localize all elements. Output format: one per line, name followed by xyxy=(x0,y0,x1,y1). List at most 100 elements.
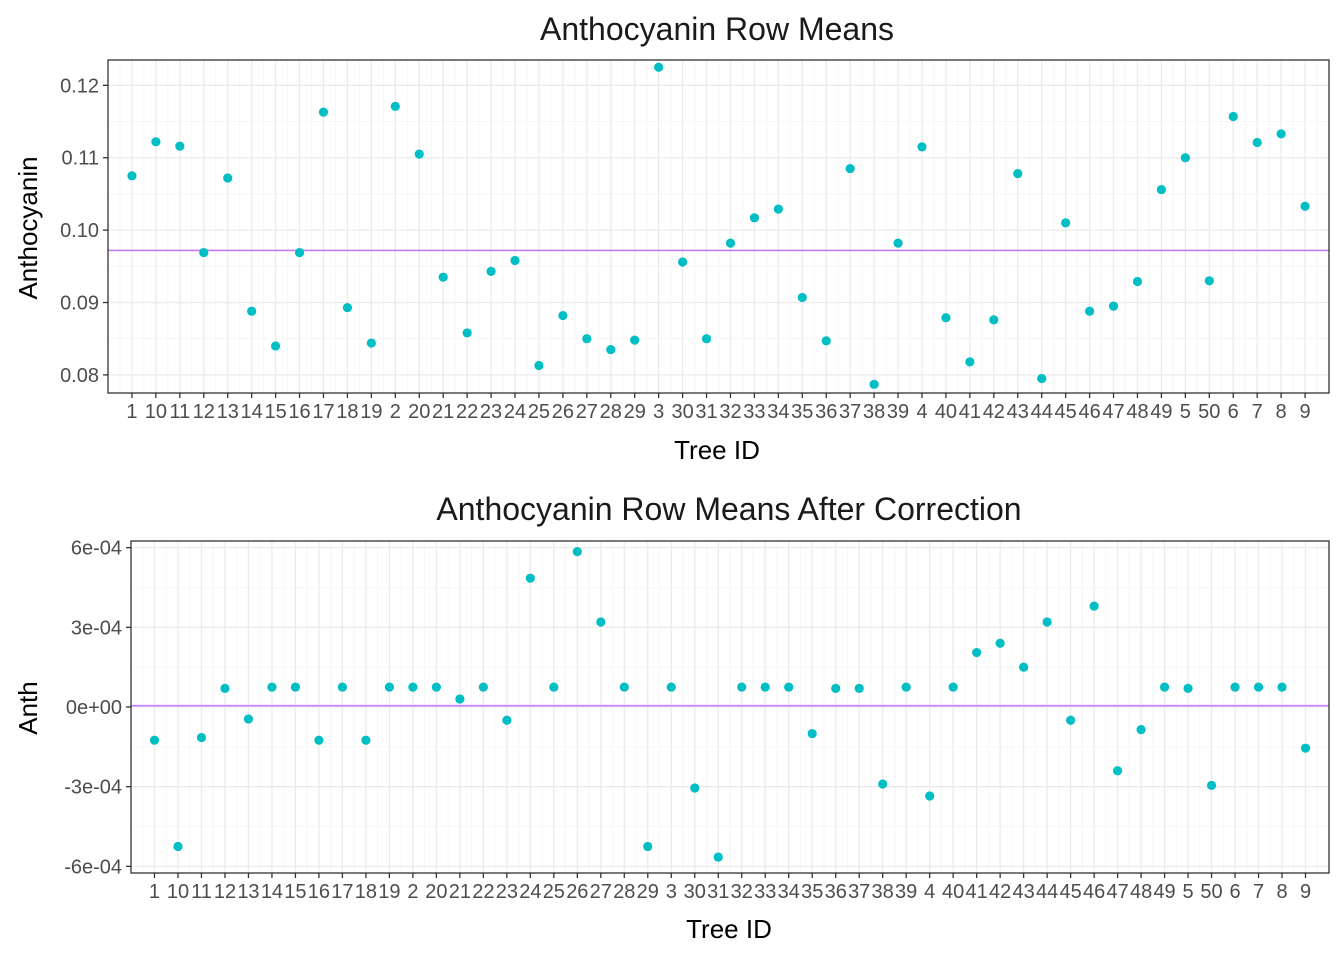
x-tick-label: 5 xyxy=(1182,881,1193,903)
x-tick-label: 28 xyxy=(613,881,635,903)
data-point xyxy=(619,682,629,692)
x-tick-label: 35 xyxy=(801,881,823,903)
data-point xyxy=(1112,766,1123,776)
data-point xyxy=(1037,373,1047,384)
x-tick-label: 31 xyxy=(707,881,729,903)
x-tick-label: 49 xyxy=(1150,401,1172,423)
data-point xyxy=(290,682,301,692)
data-point xyxy=(1230,682,1240,692)
data-point xyxy=(878,779,888,789)
x-axis: 1 10 11 12 13 14 15 16 17 18 19 2 20 21 22 23 24 25 26 27 28… xyxy=(126,393,1311,423)
data-point xyxy=(1042,617,1052,627)
data-point xyxy=(525,573,535,583)
data-point xyxy=(390,101,400,111)
x-tick-label: 19 xyxy=(360,401,382,423)
x-tick-label: 24 xyxy=(504,401,526,423)
data-point xyxy=(510,255,520,266)
x-tick-label: 8 xyxy=(1276,881,1287,903)
data-point xyxy=(151,137,161,147)
x-tick-label: 14 xyxy=(261,881,283,903)
x-tick-label: 13 xyxy=(237,881,259,903)
data-point xyxy=(431,682,441,692)
x-tick-label: 40 xyxy=(935,401,957,423)
data-point xyxy=(534,360,544,371)
data-point xyxy=(831,683,841,694)
x-tick-label: 17 xyxy=(331,881,353,903)
x-tick-label: 12 xyxy=(214,881,236,903)
x-tick-label: 7 xyxy=(1253,881,1264,903)
data-point xyxy=(917,142,927,152)
y-tick-label: -3e-04 xyxy=(64,777,122,799)
x-tick-label: 8 xyxy=(1276,401,1287,423)
y-axis-title: Anth xyxy=(13,681,43,735)
y-tick-label: 0.12 xyxy=(60,75,99,97)
x-tick-label: 27 xyxy=(590,881,612,903)
x-tick-label: 46 xyxy=(1083,881,1105,903)
x-tick-label: 44 xyxy=(1031,401,1053,423)
data-point xyxy=(572,547,582,557)
x-tick-label: 33 xyxy=(743,401,765,423)
data-point xyxy=(972,647,982,658)
x-tick-label: 32 xyxy=(719,401,741,423)
data-point xyxy=(502,715,512,725)
x-tick-label: 28 xyxy=(600,401,622,423)
x-tick-label: 45 xyxy=(1055,401,1077,423)
x-tick-label: 27 xyxy=(576,401,598,423)
data-point xyxy=(558,310,568,321)
x-tick-label: 9 xyxy=(1300,881,1311,903)
x-tick-label: 4 xyxy=(924,881,935,903)
data-point xyxy=(1061,218,1071,228)
data-point xyxy=(1228,111,1238,122)
x-tick-label: 2 xyxy=(407,881,418,903)
data-points xyxy=(149,547,1311,862)
x-tick-label: 50 xyxy=(1200,881,1222,903)
data-point xyxy=(243,714,254,724)
gridlines xyxy=(131,541,1329,873)
x-tick-label: 11 xyxy=(191,881,212,903)
x-tick-label: 1 xyxy=(126,401,137,423)
x-tick-label: 18 xyxy=(336,401,358,423)
data-point xyxy=(220,683,230,694)
data-point xyxy=(869,379,879,389)
x-tick-label: 20 xyxy=(408,401,430,423)
data-point xyxy=(414,149,424,159)
data-points xyxy=(127,62,1310,389)
data-point xyxy=(677,257,688,267)
x-tick-label: 11 xyxy=(169,401,190,423)
data-point xyxy=(1084,306,1095,316)
data-point xyxy=(549,682,559,692)
chart-panel-anthocyanin-row-means: Anthocyanin Row Means Tree ID Anthocyani… xyxy=(13,11,1330,465)
data-point xyxy=(807,728,817,739)
x-axis-title: Tree ID xyxy=(686,914,772,944)
x-tick-label: 16 xyxy=(308,881,330,903)
data-point xyxy=(1066,715,1076,725)
data-point xyxy=(1180,153,1190,163)
x-tick-label: 32 xyxy=(731,881,753,903)
data-point xyxy=(1089,601,1099,611)
data-point xyxy=(270,341,281,351)
data-point xyxy=(797,292,807,303)
data-point xyxy=(854,683,864,694)
x-tick-label: 42 xyxy=(989,881,1011,903)
y-tick-label: 3e-04 xyxy=(71,617,122,639)
data-point xyxy=(455,694,465,704)
x-tick-label: 7 xyxy=(1252,401,1263,423)
data-point xyxy=(941,313,951,323)
data-point xyxy=(196,732,207,743)
x-tick-label: 23 xyxy=(496,881,518,903)
data-point xyxy=(361,735,371,745)
x-tick-label: 42 xyxy=(983,401,1005,423)
x-tick-label: 48 xyxy=(1126,401,1148,423)
gridlines xyxy=(108,60,1329,393)
data-point xyxy=(666,682,676,692)
chart-panel-after-correction: Anthocyanin Row Means After Correction T… xyxy=(13,491,1330,944)
x-tick-label: 6 xyxy=(1228,401,1239,423)
data-point xyxy=(773,204,783,214)
data-point xyxy=(175,141,185,151)
data-point xyxy=(725,238,736,248)
x-tick-label: 50 xyxy=(1198,401,1220,423)
x-axis: 1 10 11 12 13 14 15 16 17 18 19 2 20 21 22 23 24 25 26 27 28… xyxy=(149,873,1311,903)
x-tick-label: 39 xyxy=(887,401,909,423)
data-point xyxy=(408,682,418,692)
